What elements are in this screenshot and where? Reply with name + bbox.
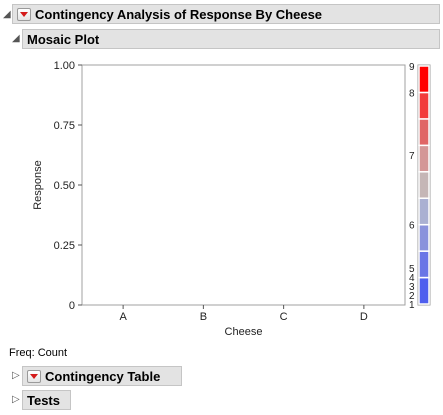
y-tick-label: 0.75 — [54, 120, 75, 132]
mosaic-plot-header[interactable]: Mosaic Plot — [22, 29, 440, 49]
freq-label: Freq: Count — [9, 347, 68, 359]
legend-swatch-8 — [418, 91, 430, 120]
y-axis-label: Response — [32, 160, 44, 210]
y-tick-label: 0 — [69, 300, 75, 312]
x-tick-label-B: B — [200, 311, 207, 323]
response-label-2: 2 — [409, 291, 415, 302]
report-title: Contingency Analysis of Response By Chee… — [35, 6, 323, 22]
x-tick-label-C: C — [280, 311, 288, 323]
legend-swatch-7 — [418, 118, 430, 147]
legend-swatch-1 — [418, 276, 430, 305]
title-disclosure-icon[interactable]: ◢ — [3, 9, 11, 20]
contingency-red-triangle-icon[interactable] — [27, 369, 41, 383]
legend-swatch-9 — [418, 65, 430, 94]
tests-title: Tests — [27, 392, 60, 408]
response-label-1: 1 — [409, 300, 415, 311]
legend-swatch-6 — [418, 144, 430, 173]
response-label-3: 3 — [409, 282, 415, 293]
x-axis-label: Cheese — [225, 326, 263, 338]
tests-disclosure-icon[interactable]: ▷ — [12, 394, 20, 405]
contingency-table-header[interactable]: Contingency Table — [22, 366, 182, 386]
x-tick-label-D: D — [360, 311, 368, 323]
y-tick-label: 0.50 — [54, 180, 75, 192]
title-header[interactable]: Contingency Analysis of Response By Chee… — [12, 4, 440, 24]
mosaic-disclosure-icon[interactable]: ◢ — [12, 33, 20, 44]
y-tick-label: 1.00 — [54, 60, 75, 72]
red-triangle-menu-icon[interactable] — [17, 7, 31, 21]
response-label-4: 4 — [409, 273, 415, 284]
mosaic-plot: A B C D 0 0.25 0.50 0.75 1.00 Cheese Response 12345… — [32, 60, 431, 338]
contingency-disclosure-icon[interactable]: ▷ — [12, 370, 20, 381]
mosaic-plot-title: Mosaic Plot — [27, 31, 100, 47]
legend-swatch-4 — [418, 197, 430, 226]
legend-swatch-3 — [418, 223, 430, 252]
response-label-6: 6 — [409, 221, 415, 232]
legend-swatch-5 — [418, 171, 430, 199]
plot-frame — [81, 64, 406, 306]
tests-header[interactable]: Tests — [22, 390, 71, 410]
response-label-8: 8 — [409, 89, 415, 100]
y-tick-label: 0.25 — [54, 240, 75, 252]
x-tick-label-A: A — [119, 311, 127, 323]
response-label-9: 9 — [409, 62, 415, 73]
response-label-7: 7 — [409, 151, 415, 162]
contingency-table-title: Contingency Table — [45, 368, 161, 384]
legend-swatch-2 — [418, 250, 430, 279]
response-label-5: 5 — [409, 264, 415, 275]
